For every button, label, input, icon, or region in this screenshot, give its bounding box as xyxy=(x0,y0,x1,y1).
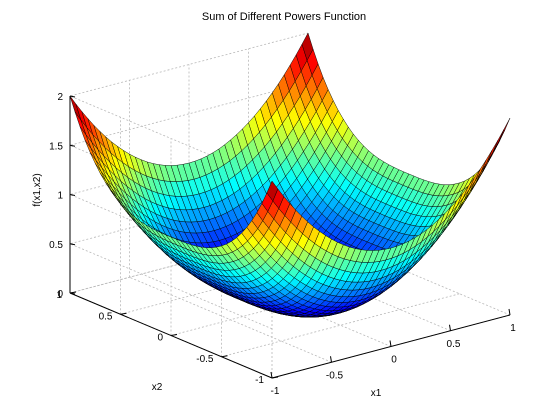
x-tick xyxy=(508,308,511,316)
z-tick xyxy=(69,243,76,246)
wall-grid-line xyxy=(68,32,309,182)
x-tick xyxy=(389,340,392,347)
z-tick-label: 0 xyxy=(57,289,63,300)
y-axis-label: x2 xyxy=(152,382,163,393)
z-tick-label: 1.5 xyxy=(49,141,63,152)
x-tick-label: 0 xyxy=(391,355,397,366)
surface-mesh xyxy=(69,32,511,318)
x-tick-label: 0.5 xyxy=(447,339,461,350)
z-tick xyxy=(69,144,76,147)
x-axis-label: x1 xyxy=(371,388,382,399)
y-tick-label: 1 xyxy=(56,290,62,301)
floor-grid-line xyxy=(221,293,460,358)
surface-patch xyxy=(486,139,499,163)
z-tick-label: 0.5 xyxy=(49,240,63,251)
chart-title: Sum of Different Powers Function xyxy=(202,11,366,23)
x-tick-label: 1 xyxy=(510,323,516,334)
y-tick xyxy=(120,312,127,315)
z-tick xyxy=(69,194,76,196)
wall-grid-line xyxy=(68,180,309,330)
y-tick-label: -1 xyxy=(255,375,264,386)
surface-patch xyxy=(480,149,493,172)
y-tick xyxy=(221,355,228,358)
y-tick xyxy=(170,334,178,336)
surface-patch xyxy=(474,159,487,182)
x-tick-label: -1 xyxy=(271,386,280,397)
x-tick-label: -0.5 xyxy=(326,370,344,381)
y-tick-label: 0.5 xyxy=(99,311,113,322)
x-tick xyxy=(330,356,332,363)
y-tick-label: 0 xyxy=(157,333,163,344)
z-axis-label: f(x1,x2) xyxy=(32,173,43,206)
x-tick xyxy=(270,371,273,379)
z-tick-label: 1 xyxy=(57,191,63,202)
z-tick xyxy=(69,95,76,98)
y-tick-label: -0.5 xyxy=(196,354,214,365)
z-tick xyxy=(69,292,76,295)
floor-grid-line xyxy=(307,229,511,316)
z-tick-label: 2 xyxy=(57,92,63,103)
surface-patch xyxy=(498,117,511,142)
y-tick xyxy=(271,376,279,379)
x-tick xyxy=(449,324,451,331)
